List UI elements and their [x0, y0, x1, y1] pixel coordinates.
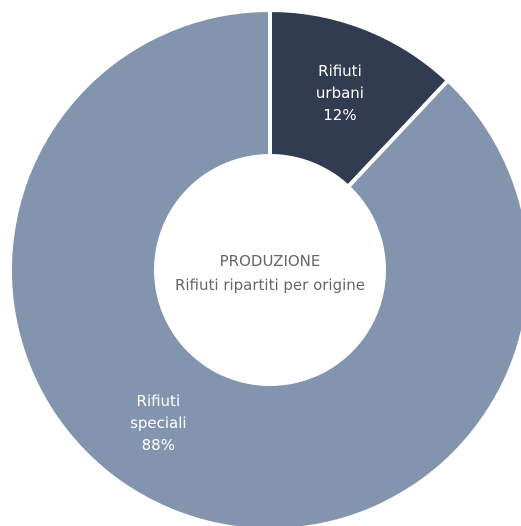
- donut-hole: [154, 154, 386, 386]
- slice-0-value-label: 12%: [323, 106, 356, 124]
- slice-1-value-label: 88%: [142, 436, 175, 454]
- slice-0-label-line-0: Rifiuti: [318, 62, 362, 80]
- slice-1-label-line-0: Rifiuti: [137, 392, 181, 410]
- slice-0-label-line-1: urbani: [316, 84, 364, 102]
- slice-labels: Rifiuti urbani 12% Rifiuti speciali 88%: [130, 62, 364, 454]
- center-subtitle: Rifiuti ripartiti per origine: [175, 276, 365, 294]
- slice-1-label-line-1: speciali: [130, 414, 187, 432]
- center-title: PRODUZIONE: [220, 252, 321, 270]
